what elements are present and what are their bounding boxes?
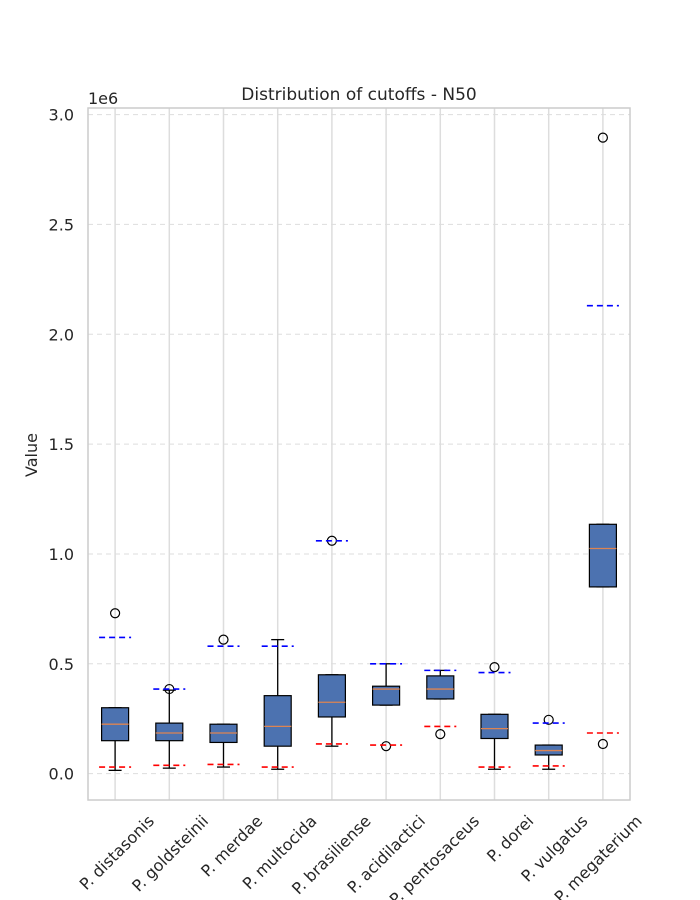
- y-tick-label: 2.0: [49, 325, 74, 344]
- chart-title: Distribution of cutoffs - N50: [241, 85, 476, 105]
- box-6: [372, 685, 401, 706]
- outlier-point: [543, 714, 554, 725]
- y-tick-label: 0.0: [49, 765, 74, 784]
- box-4: [263, 695, 292, 747]
- outlier-point: [381, 741, 392, 752]
- outlier-point: [489, 661, 500, 673]
- axes-frame: [87, 107, 631, 801]
- box-2: [155, 722, 184, 742]
- box-5: [317, 674, 346, 718]
- x-tick-label: P. pentosaceus: [386, 811, 483, 900]
- y-tick-label: 0.5: [49, 655, 74, 674]
- outlier-point: [109, 608, 121, 619]
- outlier-point: [435, 728, 446, 740]
- y-tick-label: 3.0: [49, 106, 74, 125]
- box-8: [480, 713, 509, 740]
- outlier-point: [218, 634, 229, 645]
- x-tick-label: P. dorei: [483, 811, 537, 865]
- y-tick-label: 2.5: [49, 215, 74, 234]
- outlier-point: [597, 738, 609, 750]
- box-7: [426, 675, 455, 700]
- box-10: [588, 523, 618, 588]
- outlier-point: [597, 132, 609, 143]
- y-tick-label: 1.5: [49, 435, 74, 454]
- y-tick-label: 1.0: [49, 545, 74, 564]
- y-axis-scale-label: 1e6: [88, 89, 118, 108]
- y-axis-label: Value: [22, 433, 41, 477]
